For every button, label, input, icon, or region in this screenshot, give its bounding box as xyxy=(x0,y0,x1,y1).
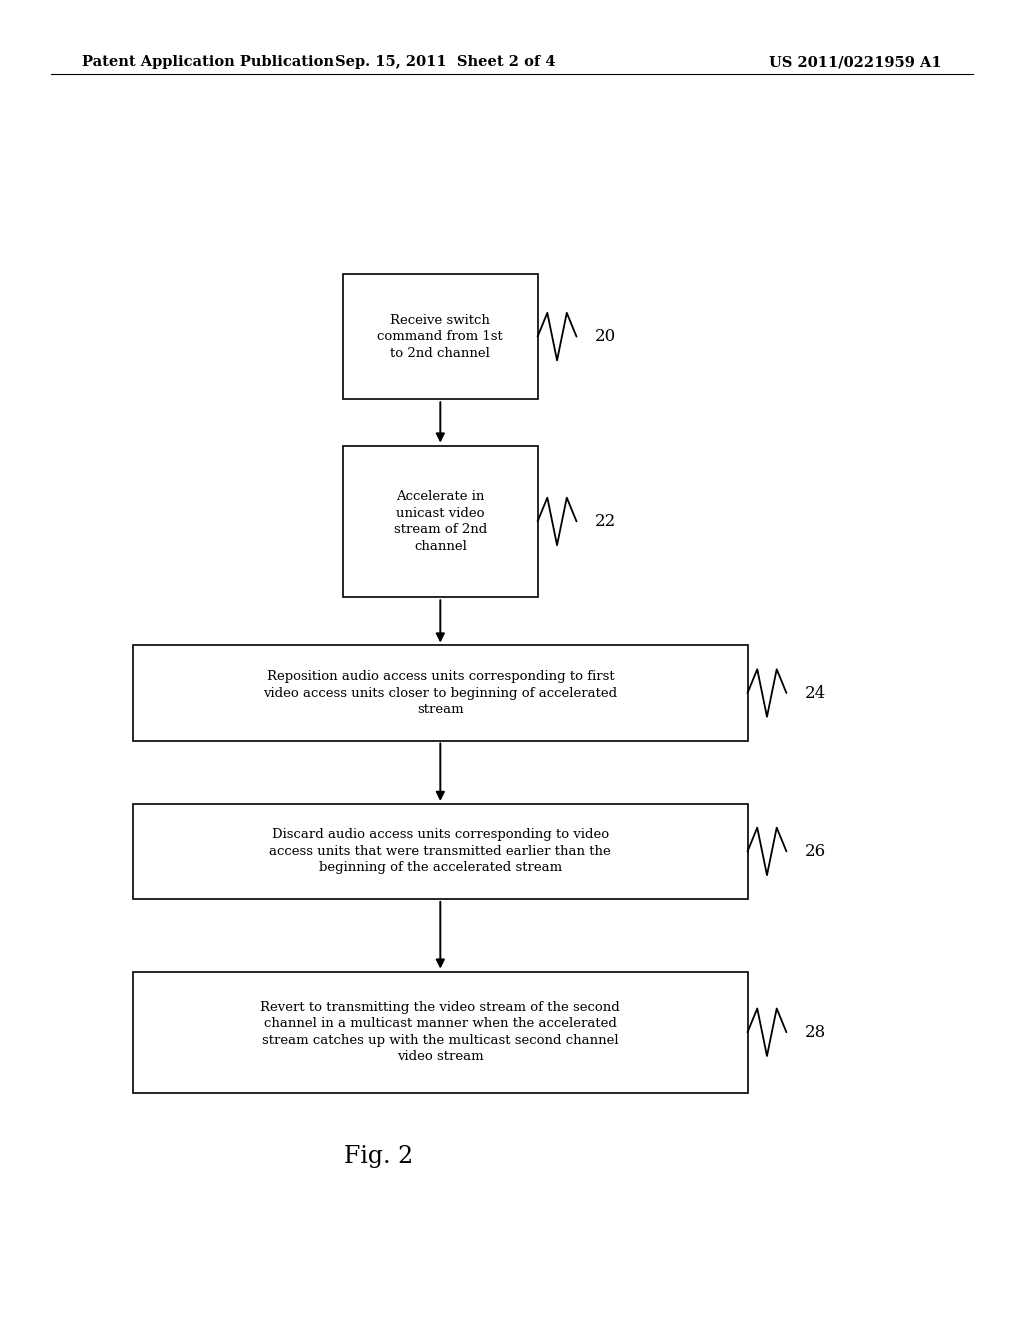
FancyBboxPatch shape xyxy=(133,645,748,741)
FancyBboxPatch shape xyxy=(133,804,748,899)
Text: Discard audio access units corresponding to video
access units that were transmi: Discard audio access units corresponding… xyxy=(269,829,611,874)
Text: Reposition audio access units corresponding to first
video access units closer t: Reposition audio access units correspond… xyxy=(263,671,617,715)
Text: Patent Application Publication: Patent Application Publication xyxy=(82,55,334,70)
Text: Revert to transmitting the video stream of the second
channel in a multicast man: Revert to transmitting the video stream … xyxy=(260,1001,621,1064)
Text: 28: 28 xyxy=(805,1024,826,1040)
Text: Receive switch
command from 1st
to 2nd channel: Receive switch command from 1st to 2nd c… xyxy=(378,314,503,359)
Text: 26: 26 xyxy=(805,843,826,859)
FancyBboxPatch shape xyxy=(343,275,538,399)
Text: 20: 20 xyxy=(595,329,616,345)
Text: US 2011/0221959 A1: US 2011/0221959 A1 xyxy=(769,55,942,70)
Text: Accelerate in
unicast video
stream of 2nd
channel: Accelerate in unicast video stream of 2n… xyxy=(393,490,487,553)
FancyBboxPatch shape xyxy=(343,446,538,597)
Text: 22: 22 xyxy=(595,513,616,529)
Text: Fig. 2: Fig. 2 xyxy=(344,1146,414,1168)
FancyBboxPatch shape xyxy=(133,972,748,1093)
Text: 24: 24 xyxy=(805,685,826,701)
Text: Sep. 15, 2011  Sheet 2 of 4: Sep. 15, 2011 Sheet 2 of 4 xyxy=(335,55,556,70)
